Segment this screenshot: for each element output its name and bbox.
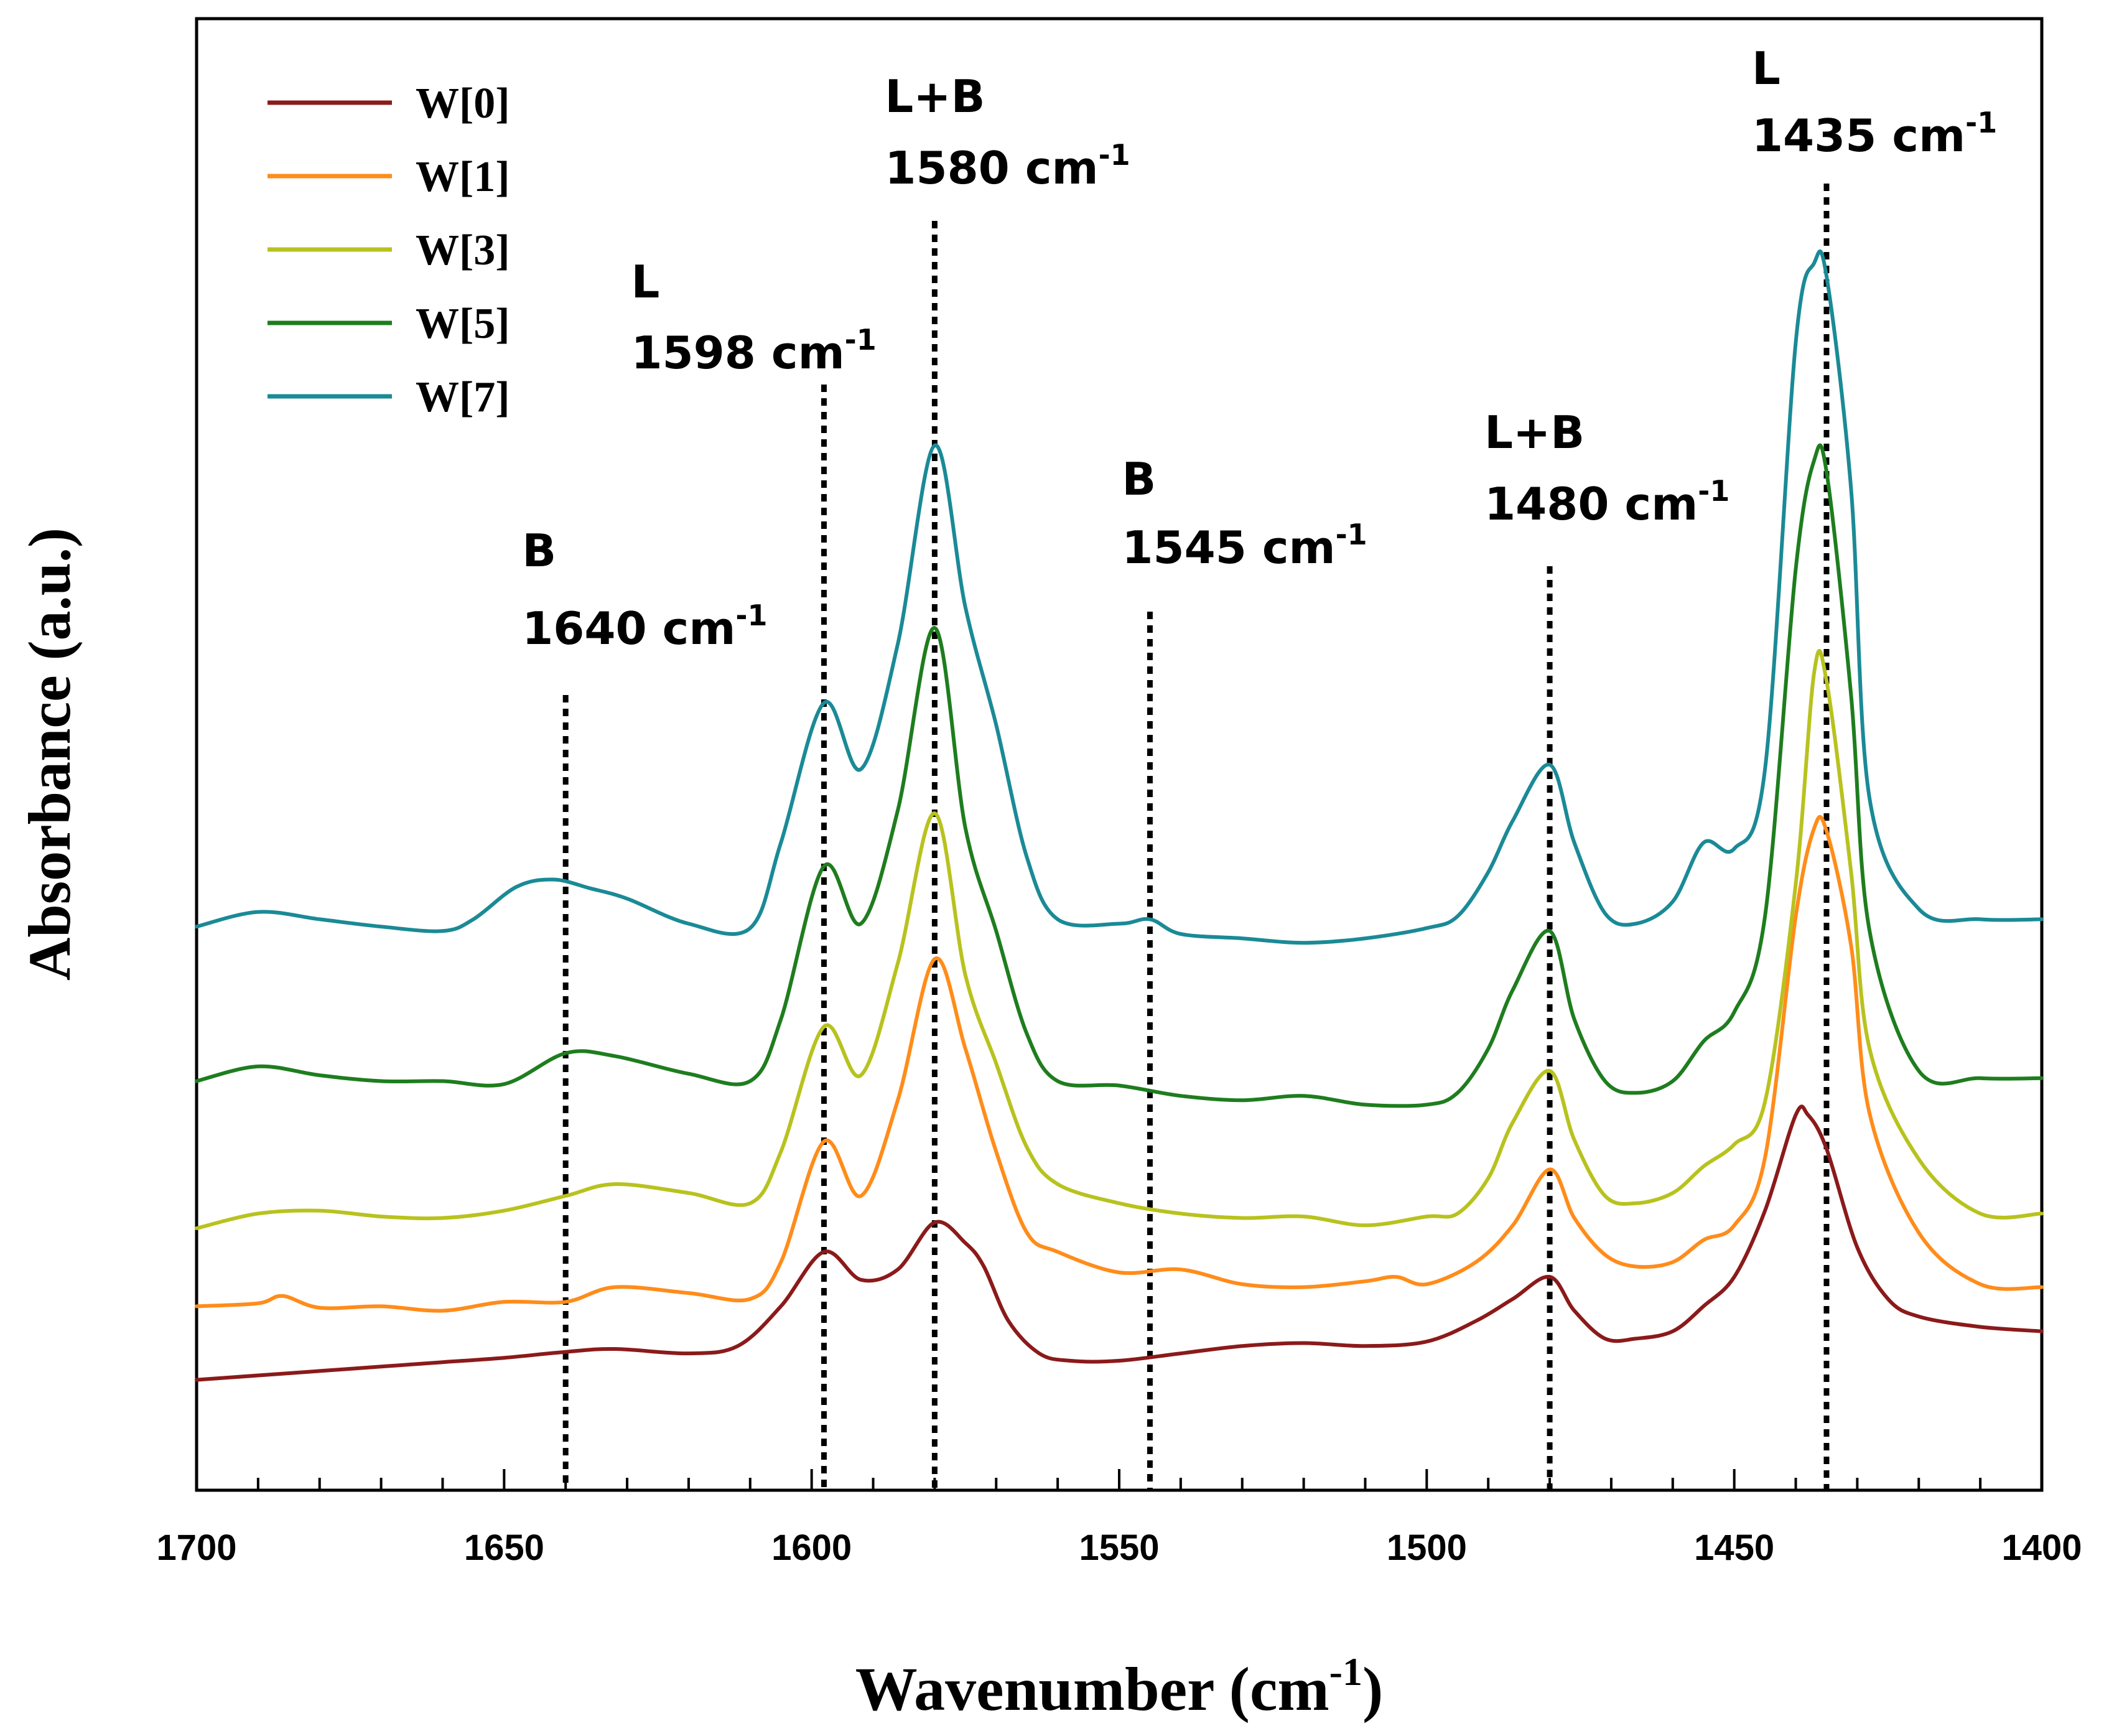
legend-label: W[1] bbox=[416, 153, 510, 201]
x-axis-tick-labels: 1700 1650 1600 1550 1500 1450 1400 bbox=[156, 1528, 2082, 1568]
annotation-wavenumber-label: 1640 cm-1 bbox=[522, 599, 767, 655]
x-tick-label: 1700 bbox=[156, 1528, 236, 1568]
annotation-band-label: L bbox=[631, 256, 659, 308]
y-axis-title: Absorbance (a.u.) bbox=[16, 528, 83, 981]
annotation-wavenumber-sup: -1 bbox=[845, 323, 877, 357]
legend-label: W[0] bbox=[416, 80, 510, 128]
annotation-wavenumber-label: 1545 cm-1 bbox=[1122, 518, 1367, 574]
annotation-wavenumber-sup: -1 bbox=[1965, 106, 1997, 139]
series-line-w3 bbox=[195, 648, 2044, 1230]
annotation-lines bbox=[562, 184, 1830, 1489]
x-tick-label: 1500 bbox=[1387, 1528, 1467, 1568]
series-lines bbox=[195, 250, 2044, 1382]
annotation-band-label: L+B bbox=[885, 70, 985, 123]
annotation-wavenumber-sup: -1 bbox=[735, 599, 767, 632]
x-axis-title-sup: -1 bbox=[1329, 1650, 1362, 1694]
legend-label: W[5] bbox=[416, 300, 510, 348]
x-tick-label: 1400 bbox=[2001, 1528, 2082, 1568]
x-axis-title-main: Wavenumber (cm bbox=[855, 1654, 1329, 1724]
annotation-wavenumber: 1435 cm bbox=[1752, 110, 1965, 162]
annotation-wavenumber-label: 1435 cm-1 bbox=[1752, 106, 1997, 162]
annotation-wavenumber: 1580 cm bbox=[885, 142, 1098, 194]
annotation-wavenumber-sup: -1 bbox=[1698, 474, 1729, 508]
series-line-w5 bbox=[195, 443, 2044, 1108]
x-axis-title: Wavenumber (cm-1) bbox=[855, 1650, 1384, 1724]
legend: W[0] W[1] W[3] W[5] W[7] bbox=[268, 80, 510, 421]
annotation-wavenumber-label: 1480 cm-1 bbox=[1484, 474, 1729, 530]
annotation-wavenumber: 1598 cm bbox=[631, 327, 844, 379]
annotation-band-label: B bbox=[1122, 453, 1156, 505]
x-tick-label: 1550 bbox=[1079, 1528, 1159, 1568]
plot-area bbox=[195, 17, 2044, 1492]
annotation-band-label: B bbox=[522, 525, 556, 577]
legend-label: W[3] bbox=[416, 226, 510, 274]
series-line-w0 bbox=[195, 1104, 2044, 1382]
annotation-wavenumber: 1640 cm bbox=[522, 602, 735, 655]
annotation-wavenumber: 1545 cm bbox=[1122, 521, 1335, 574]
annotation-wavenumber-sup: -1 bbox=[1099, 138, 1130, 172]
annotation-band-label: L+B bbox=[1484, 406, 1585, 459]
x-tick-label: 1600 bbox=[771, 1528, 852, 1568]
x-axis-title-end: ) bbox=[1362, 1654, 1383, 1724]
x-axis-ticks bbox=[195, 1469, 2043, 1490]
legend-label: W[7] bbox=[416, 373, 510, 421]
series-line-w7 bbox=[195, 250, 2044, 945]
x-tick-label: 1650 bbox=[464, 1528, 544, 1568]
annotation-wavenumber-label: 1580 cm-1 bbox=[885, 138, 1130, 194]
series-line-w1 bbox=[195, 814, 2044, 1313]
annotation-band-label: L bbox=[1752, 42, 1780, 95]
x-tick-label: 1450 bbox=[1694, 1528, 1774, 1568]
annotation-wavenumber: 1480 cm bbox=[1484, 478, 1698, 530]
annotation-wavenumber-label: 1598 cm-1 bbox=[631, 323, 876, 379]
annotation-wavenumber-sup: -1 bbox=[1336, 518, 1367, 551]
